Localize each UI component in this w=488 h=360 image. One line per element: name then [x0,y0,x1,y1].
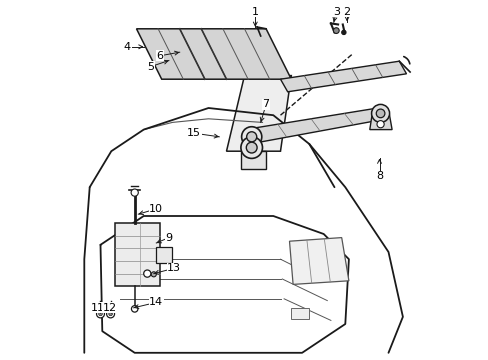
Polygon shape [244,108,386,143]
Polygon shape [136,29,291,79]
Polygon shape [226,76,291,151]
Text: 8: 8 [375,171,382,181]
Text: 9: 9 [165,233,172,243]
Circle shape [341,30,346,35]
Polygon shape [280,61,406,92]
Circle shape [143,270,151,277]
Circle shape [246,142,257,153]
Circle shape [131,189,138,196]
Text: 10: 10 [149,204,163,214]
Circle shape [241,127,261,147]
Circle shape [131,306,138,312]
Circle shape [106,310,114,318]
Polygon shape [289,238,348,284]
Text: 6: 6 [156,51,163,61]
Text: 15: 15 [187,128,201,138]
Circle shape [375,109,384,118]
Circle shape [151,272,156,277]
Text: 2: 2 [343,6,350,17]
Text: 13: 13 [167,263,181,273]
Circle shape [246,132,256,142]
Text: 4: 4 [123,42,131,52]
Text: 7: 7 [262,99,269,109]
Polygon shape [156,247,172,263]
Text: 11: 11 [90,303,104,313]
Text: 12: 12 [102,303,116,313]
Circle shape [241,137,262,158]
Circle shape [376,121,384,128]
Circle shape [96,310,104,318]
Circle shape [108,312,112,316]
Polygon shape [115,223,160,286]
Polygon shape [241,151,265,169]
Text: 3: 3 [332,6,339,17]
Text: 1: 1 [251,6,258,17]
Text: 14: 14 [149,297,163,307]
Polygon shape [369,113,391,130]
Circle shape [99,312,102,316]
Circle shape [371,104,389,122]
Polygon shape [291,308,309,319]
Text: 5: 5 [147,62,154,72]
Circle shape [333,28,339,33]
